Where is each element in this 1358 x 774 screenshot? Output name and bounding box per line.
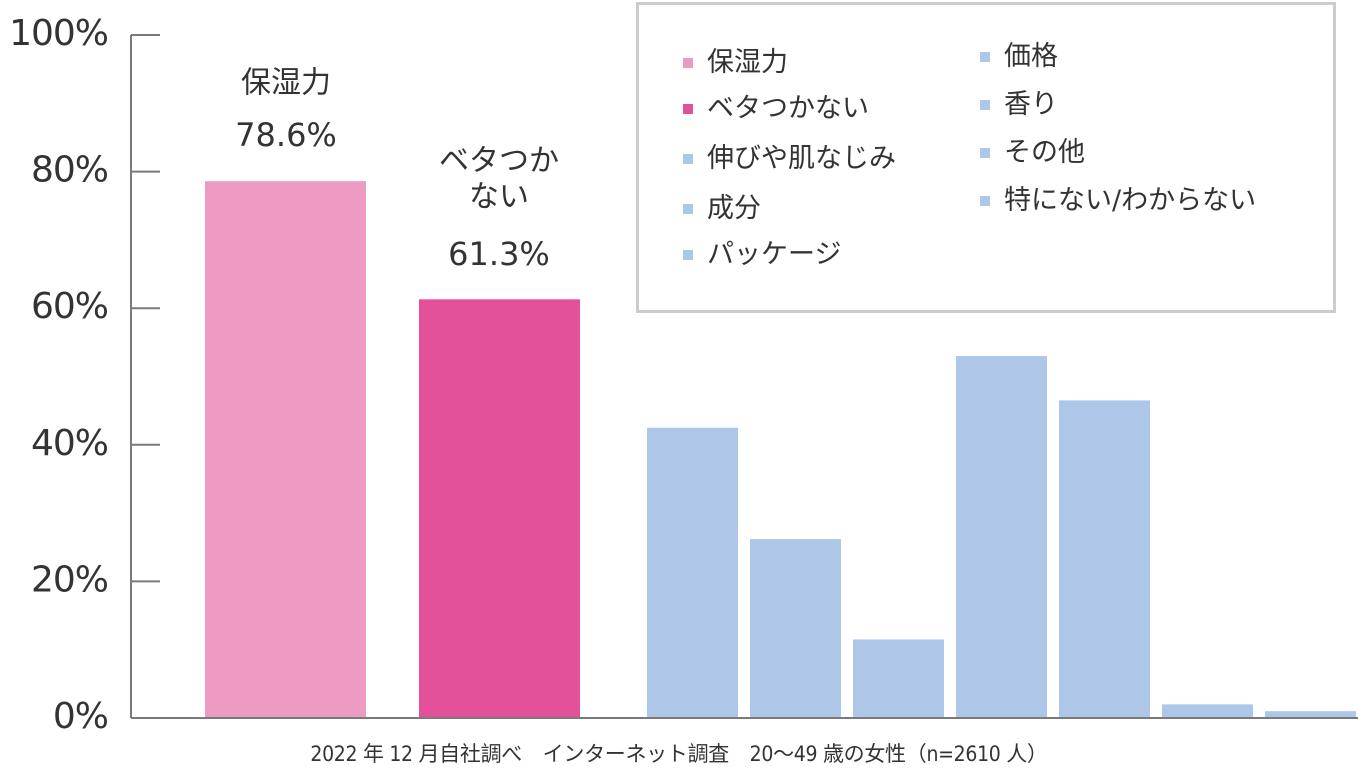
chart-footnote: 2022 年 12 月自社調べ インターネット調査 20〜49 歳の女性（n=2… <box>310 742 1048 766</box>
legend-swatch <box>683 153 693 164</box>
legend-swatch <box>683 103 693 114</box>
legend-item: パッケージ <box>683 241 841 268</box>
bar-6 <box>956 356 1047 718</box>
y-tick-label-2: 40% <box>31 423 108 464</box>
bar-5 <box>853 639 944 718</box>
legend-label: その他 <box>1004 137 1085 168</box>
y-tick-label-5: 100% <box>9 13 108 54</box>
bar-1 <box>205 181 366 719</box>
legend-label: 保湿力 <box>707 47 788 78</box>
legend-item: 成分 <box>683 195 761 222</box>
legend-item: 香り <box>980 91 1058 118</box>
legend-swatch <box>683 203 693 214</box>
legend-label: 伸びや肌なじみ <box>707 143 896 174</box>
legend-label: パッケージ <box>707 239 842 270</box>
bar-8 <box>1162 704 1253 718</box>
legend-item: その他 <box>980 139 1085 166</box>
legend-swatch <box>980 147 990 158</box>
legend-item: 保湿力 <box>683 49 788 76</box>
bar-3 <box>647 427 738 718</box>
legend-swatch <box>683 57 693 68</box>
bar-4 <box>750 539 841 718</box>
legend-label: 価格 <box>1004 41 1058 72</box>
legend-swatch <box>980 99 990 110</box>
bar-9 <box>1265 711 1356 718</box>
legend-swatch <box>980 51 990 62</box>
bar-1-value-label: 78.6% <box>235 116 337 154</box>
legend-label: 香り <box>1004 89 1058 120</box>
y-tick-label-1: 20% <box>31 559 108 600</box>
bar-2 <box>419 299 580 718</box>
legend-swatch <box>980 195 990 206</box>
bar-1-label-line-1: 保湿力 <box>241 66 331 101</box>
y-tick-label-4: 80% <box>31 150 108 191</box>
legend-item: 伸びや肌なじみ <box>683 145 896 172</box>
bar-7 <box>1059 400 1150 718</box>
legend-swatch <box>683 249 693 260</box>
y-tick-label-0: 0% <box>53 696 108 737</box>
legend-item: ベタつかない <box>683 95 869 122</box>
legend-label: ベタつかない <box>707 93 869 124</box>
legend-label: 特にない/わからない <box>1004 185 1257 216</box>
legend-label: 成分 <box>707 193 761 224</box>
legend-item: 特にない/わからない <box>980 187 1256 214</box>
y-tick-label-3: 60% <box>31 286 108 327</box>
bar-2-label-line-1: ベタつか <box>439 144 559 179</box>
legend: 保湿力ベタつかない 伸びや肌なじみ 成分パッケージ 価格香りその他特にない/わからない <box>636 2 1336 313</box>
bar-2-label-line-2: ない <box>469 180 529 215</box>
legend-item: 価格 <box>980 43 1058 70</box>
bar-2-value-label: 61.3% <box>448 235 550 273</box>
